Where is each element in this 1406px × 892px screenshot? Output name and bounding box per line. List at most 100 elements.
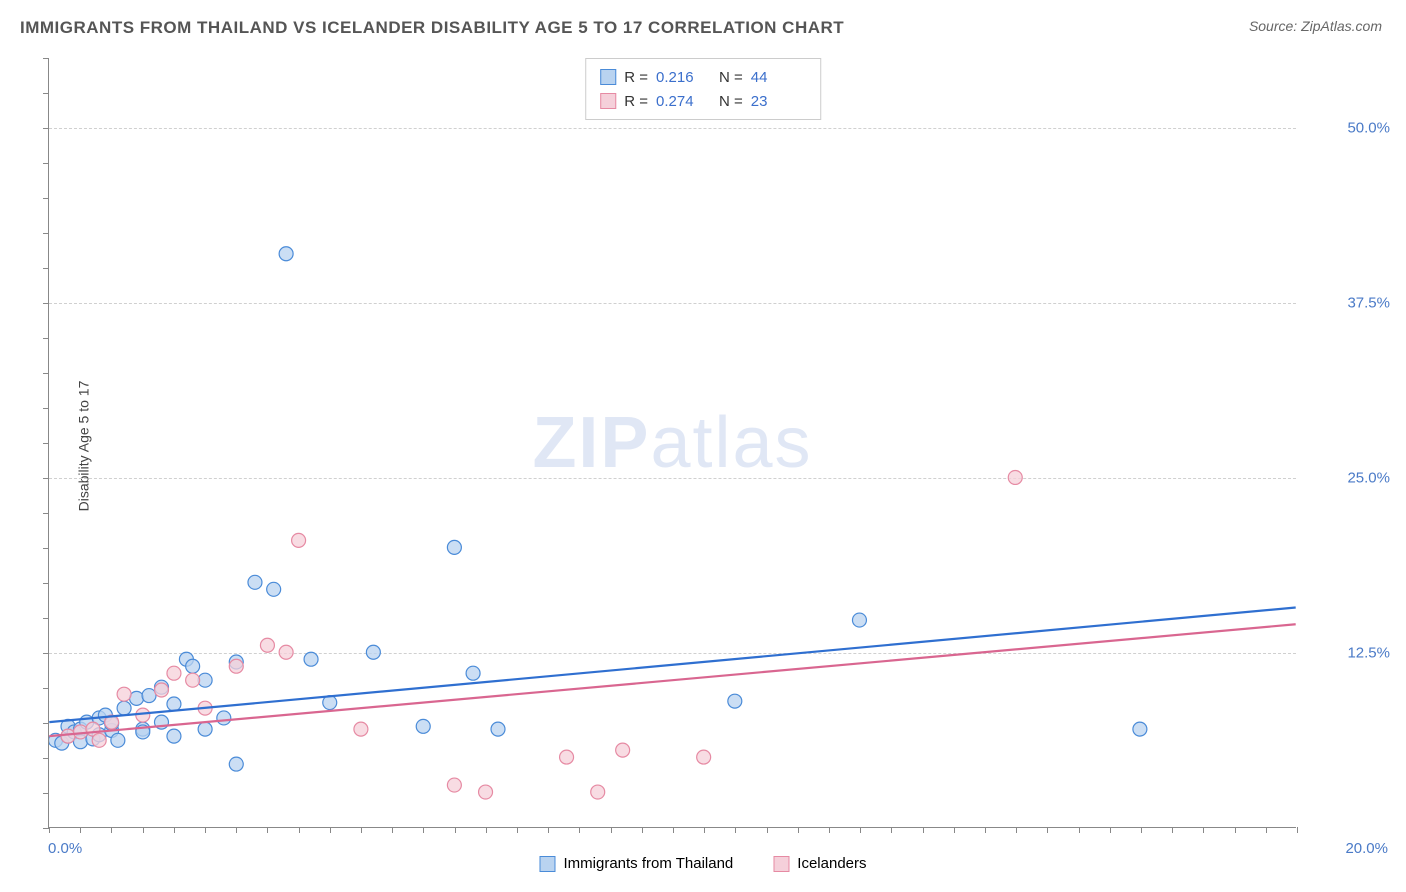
x-tick <box>517 827 518 833</box>
y-tick-label: 12.5% <box>1347 645 1390 662</box>
data-point <box>479 785 493 799</box>
data-point <box>447 540 461 554</box>
x-tick <box>1235 827 1236 833</box>
data-point <box>1008 470 1022 484</box>
x-tick <box>236 827 237 833</box>
data-point <box>728 694 742 708</box>
x-tick <box>1047 827 1048 833</box>
x-tick <box>423 827 424 833</box>
data-point <box>447 778 461 792</box>
data-point <box>852 613 866 627</box>
x-tick <box>735 827 736 833</box>
y-tick-label: 50.0% <box>1347 120 1390 137</box>
x-tick <box>486 827 487 833</box>
data-point <box>279 645 293 659</box>
legend-swatch <box>600 69 616 85</box>
data-point <box>292 533 306 547</box>
n-value: 23 <box>751 93 806 110</box>
data-point <box>229 757 243 771</box>
r-value: 0.216 <box>656 69 711 86</box>
legend-label: Immigrants from Thailand <box>563 855 733 872</box>
legend-stats: R = 0.216 N = 44 R = 0.274 N = 23 <box>585 58 821 120</box>
x-tick <box>1110 827 1111 833</box>
x-tick <box>1172 827 1173 833</box>
legend-stat-row: R = 0.274 N = 23 <box>600 89 806 113</box>
data-point <box>92 733 106 747</box>
data-point <box>198 722 212 736</box>
data-point <box>186 659 200 673</box>
x-tick <box>611 827 612 833</box>
x-tick <box>1141 827 1142 833</box>
x-tick <box>143 827 144 833</box>
data-point <box>61 729 75 743</box>
x-tick <box>80 827 81 833</box>
r-value: 0.274 <box>656 93 711 110</box>
data-point <box>217 711 231 725</box>
n-value: 44 <box>751 69 806 86</box>
data-point <box>279 247 293 261</box>
data-point <box>1133 722 1147 736</box>
legend-item: Icelanders <box>773 855 866 872</box>
x-tick <box>1203 827 1204 833</box>
x-tick <box>1016 827 1017 833</box>
x-tick <box>798 827 799 833</box>
data-point <box>117 687 131 701</box>
data-point <box>466 666 480 680</box>
data-point <box>130 691 144 705</box>
x-tick <box>767 827 768 833</box>
chart-title: IMMIGRANTS FROM THAILAND VS ICELANDER DI… <box>20 18 844 38</box>
x-tick <box>49 827 50 833</box>
x-tick <box>579 827 580 833</box>
x-tick <box>392 827 393 833</box>
r-label: R = <box>624 93 648 110</box>
data-point <box>136 708 150 722</box>
x-tick <box>704 827 705 833</box>
data-point <box>366 645 380 659</box>
plot-area: ZIPatlas <box>48 58 1296 828</box>
x-tick <box>642 827 643 833</box>
data-point <box>186 673 200 687</box>
n-label: N = <box>719 93 743 110</box>
data-point <box>616 743 630 757</box>
data-point <box>560 750 574 764</box>
x-tick-label: 20.0% <box>1345 840 1388 857</box>
x-tick <box>891 827 892 833</box>
legend-swatch <box>600 93 616 109</box>
data-point <box>142 689 156 703</box>
x-tick <box>923 827 924 833</box>
x-tick <box>548 827 549 833</box>
legend-label: Icelanders <box>797 855 866 872</box>
x-tick <box>954 827 955 833</box>
data-point <box>248 575 262 589</box>
x-tick <box>330 827 331 833</box>
source-credit: Source: ZipAtlas.com <box>1249 18 1382 34</box>
x-tick <box>673 827 674 833</box>
data-point <box>416 719 430 733</box>
data-point <box>117 701 131 715</box>
x-tick <box>299 827 300 833</box>
data-point <box>491 722 505 736</box>
data-point <box>167 729 181 743</box>
data-point <box>304 652 318 666</box>
data-point <box>591 785 605 799</box>
y-tick <box>43 828 49 829</box>
x-tick <box>829 827 830 833</box>
x-tick <box>985 827 986 833</box>
data-point <box>154 683 168 697</box>
data-point <box>354 722 368 736</box>
x-tick <box>860 827 861 833</box>
legend-stat-row: R =0.216N =44 <box>600 65 806 89</box>
data-point <box>260 638 274 652</box>
x-tick <box>455 827 456 833</box>
data-point <box>167 697 181 711</box>
data-point <box>267 582 281 596</box>
y-tick-label: 37.5% <box>1347 295 1390 312</box>
y-tick-label: 25.0% <box>1347 470 1390 487</box>
legend-swatch <box>773 856 789 872</box>
n-label: N = <box>719 69 743 86</box>
data-point <box>229 659 243 673</box>
legend-series: Immigrants from Thailand Icelanders <box>539 855 866 872</box>
data-point <box>111 733 125 747</box>
x-tick <box>1266 827 1267 833</box>
data-point <box>167 666 181 680</box>
